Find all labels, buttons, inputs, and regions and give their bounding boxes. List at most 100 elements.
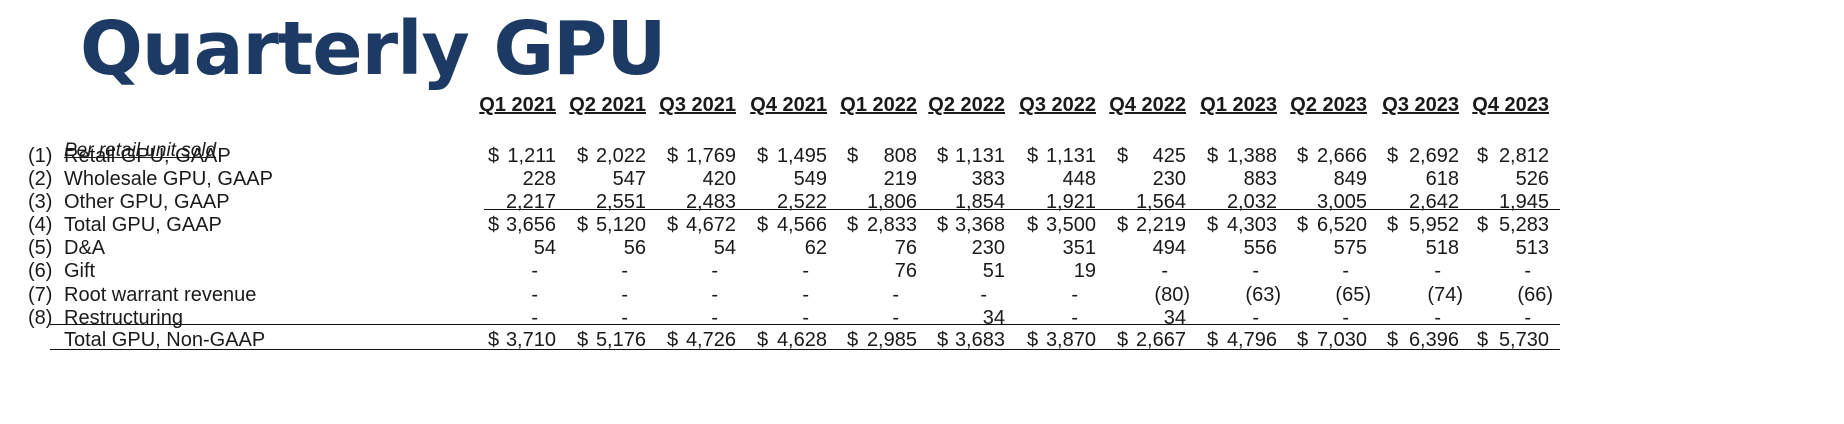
value-cell: 1,131 (954, 145, 1005, 167)
value-cell: 230 (971, 237, 1005, 259)
dollar-sign: $ (937, 329, 949, 351)
value-cell: 513 (1515, 237, 1549, 259)
value-cell: 2,642 (1408, 191, 1459, 213)
value-cell: 2,022 (595, 145, 646, 167)
dollar-sign: $ (847, 329, 859, 351)
dollar-sign: $ (577, 214, 589, 236)
value-cell: 4,566 (776, 214, 827, 236)
value-cell: - (1161, 260, 1168, 282)
row-number: (1) (28, 145, 53, 167)
value-cell: - (621, 284, 628, 306)
row-number: (6) (28, 260, 53, 282)
value-cell: - (802, 284, 809, 306)
subtotal-rule (484, 209, 1560, 210)
row-label: Total GPU, Non-GAAP (64, 329, 266, 351)
value-cell: 547 (612, 168, 646, 190)
value-cell: 518 (1425, 237, 1459, 259)
value-cell: 1,495 (776, 145, 827, 167)
value-cell: 76 (894, 260, 917, 282)
dollar-sign: $ (1387, 329, 1399, 351)
dollar-sign: $ (1477, 329, 1489, 351)
value-cell: 2,219 (1135, 214, 1186, 236)
value-cell: 556 (1243, 237, 1277, 259)
column-header: Q4 2021 (750, 94, 827, 116)
value-cell: 54 (713, 237, 736, 259)
value-cell: 4,628 (776, 329, 827, 351)
value-cell: 5,176 (595, 329, 646, 351)
value-cell: 5,730 (1498, 329, 1549, 351)
value-cell: 51 (982, 260, 1005, 282)
table-row: Total GPU, Non-GAAP $3,710 $5,176 $4,726 $4,… (0, 329, 1844, 356)
row-number: (4) (28, 214, 53, 236)
value-cell: 19 (1073, 260, 1096, 282)
value-cell: - (1434, 260, 1441, 282)
dollar-sign: $ (488, 214, 500, 236)
dollar-sign: $ (577, 329, 589, 351)
value-cell: - (711, 284, 718, 306)
value-cell: 1,806 (866, 191, 917, 213)
value-cell: 420 (702, 168, 736, 190)
value-cell: 3,656 (505, 214, 556, 236)
dollar-sign: $ (1297, 329, 1309, 351)
value-cell: 5,120 (595, 214, 646, 236)
value-cell: 3,710 (505, 329, 556, 351)
value-cell: 3,870 (1045, 329, 1096, 351)
value-cell: 351 (1062, 237, 1096, 259)
value-cell: - (1071, 307, 1078, 329)
row-label: D&A (64, 237, 106, 259)
dollar-sign: $ (577, 145, 589, 167)
dollar-sign: $ (1387, 214, 1399, 236)
value-cell: - (1342, 260, 1349, 282)
value-cell: 808 (883, 145, 917, 167)
column-header: Q2 2023 (1290, 94, 1367, 116)
value-cell: 2,985 (866, 329, 917, 351)
dollar-sign: $ (1207, 214, 1219, 236)
value-cell: 4,726 (685, 329, 736, 351)
value-cell: 76 (894, 237, 917, 259)
value-cell: 1,854 (954, 191, 1005, 213)
value-cell: 2,812 (1498, 145, 1549, 167)
value-cell: 494 (1152, 237, 1186, 259)
dollar-sign: $ (488, 145, 500, 167)
value-cell: - (980, 284, 987, 306)
value-cell: 3,005 (1316, 191, 1367, 213)
value-cell: 549 (793, 168, 827, 190)
table-row: (5) D&A 54 56 54 62 76 230 351 494 556 575 518 513 (0, 237, 1844, 264)
value-cell: - (711, 307, 718, 329)
row-label: Total GPU, GAAP (64, 214, 222, 236)
value-cell: - (1252, 307, 1259, 329)
table-row: (3) Other GPU, GAAP 2,217 2,551 2,483 2,522 1,… (0, 191, 1844, 218)
value-cell: - (1524, 307, 1531, 329)
value-cell: - (621, 260, 628, 282)
table-row: (6) Gift - - - - 76 51 19 - - - - - (0, 260, 1844, 287)
value-cell: 2,692 (1408, 145, 1459, 167)
column-header: Q2 2021 (569, 94, 646, 116)
value-cell: 54 (533, 237, 556, 259)
value-cell: 425 (1152, 145, 1186, 167)
value-cell: - (802, 307, 809, 329)
column-header: Q3 2021 (659, 94, 736, 116)
value-cell: 2,551 (595, 191, 646, 213)
value-cell: 2,522 (776, 191, 827, 213)
column-header: Q2 2022 (928, 94, 1005, 116)
value-cell: 34 (1163, 307, 1186, 329)
value-cell: 2,666 (1316, 145, 1367, 167)
value-cell: 6,520 (1316, 214, 1367, 236)
value-cell: - (1434, 307, 1441, 329)
dollar-sign: $ (937, 145, 949, 167)
dollar-sign: $ (757, 329, 769, 351)
page-title: Quarterly GPU (80, 6, 667, 92)
dollar-sign: $ (757, 214, 769, 236)
row-label: Restructuring (64, 307, 183, 329)
row-number: (7) (28, 284, 53, 306)
table-row: (7) Root warrant revenue - - - - - - - (80) (63) (6… (0, 284, 1844, 311)
value-cell: 2,483 (685, 191, 736, 213)
value-cell: 3,683 (954, 329, 1005, 351)
value-cell: 383 (971, 168, 1005, 190)
value-cell: 618 (1425, 168, 1459, 190)
value-cell: - (531, 307, 538, 329)
value-cell: - (1252, 260, 1259, 282)
dollar-sign: $ (1297, 214, 1309, 236)
dollar-sign: $ (1207, 329, 1219, 351)
value-cell: - (802, 260, 809, 282)
